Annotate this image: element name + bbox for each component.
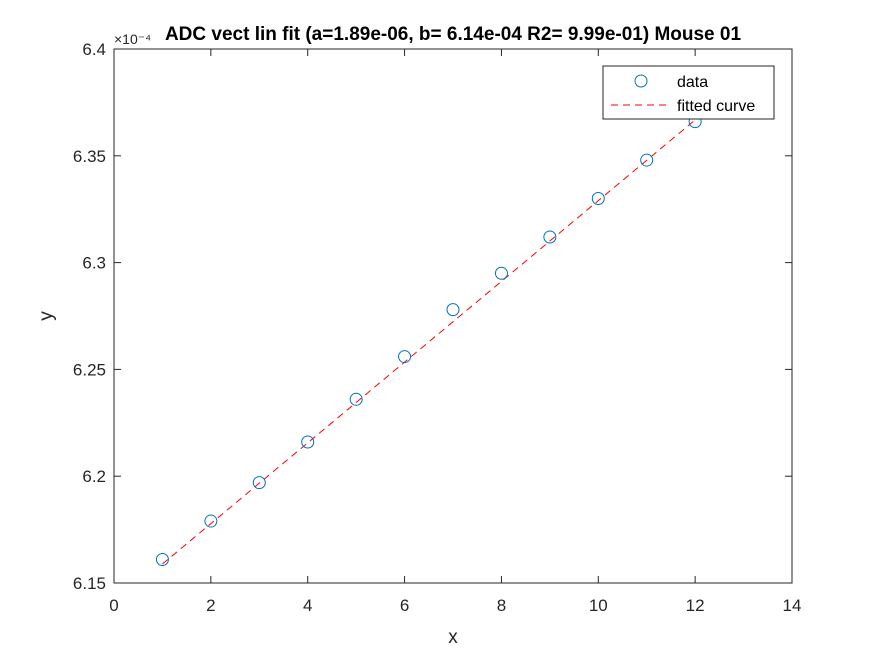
x-tick-label: 10	[589, 596, 608, 615]
data-point	[446, 303, 460, 317]
y-tick-label: 6.2	[82, 467, 106, 486]
y-tick-label: 6.15	[73, 574, 106, 593]
data-point	[398, 350, 412, 364]
data-point	[640, 153, 654, 167]
axes: 0 2 4 6 8 10 12 14 6.15 6.2 6.25 6.3 6.35 6.4	[73, 40, 802, 615]
data-point	[349, 392, 363, 406]
legend-label-fitted-curve: fitted curve	[677, 98, 755, 115]
x-axis-label: x	[448, 627, 458, 648]
data-point	[543, 230, 557, 244]
legend-box	[602, 65, 775, 120]
data-point	[494, 266, 508, 280]
y-tick-label: 6.3	[82, 254, 106, 273]
x-tick-label: 12	[686, 596, 705, 615]
data-point	[155, 553, 169, 567]
x-tick-label: 14	[783, 596, 802, 615]
y-tick-label: 6.25	[73, 360, 106, 379]
x-tick-label: 6	[400, 596, 409, 615]
x-tick-label: 2	[206, 596, 215, 615]
chart-title: ADC vect lin fit (a=1.89e-06, b= 6.14e-0…	[165, 24, 742, 45]
x-tick-label: 4	[303, 596, 312, 615]
data-point	[204, 514, 218, 528]
data-point	[301, 435, 315, 449]
x-tick-label: 0	[109, 596, 118, 615]
legend-label-data: data	[677, 74, 708, 91]
y-tick-label: 6.35	[73, 147, 106, 166]
legend: data fitted curve	[602, 65, 775, 120]
legend-marker-data	[634, 74, 648, 88]
data-point	[591, 192, 605, 206]
x-tick-label: 8	[497, 596, 506, 615]
y-axis-label: y	[36, 311, 57, 321]
data-point	[252, 476, 266, 490]
y-exponent-label: ×10⁻⁴	[114, 31, 151, 47]
y-tick-label: 6.4	[82, 40, 106, 59]
fitted-curve-line	[162, 119, 696, 565]
axes-box	[113, 48, 793, 584]
